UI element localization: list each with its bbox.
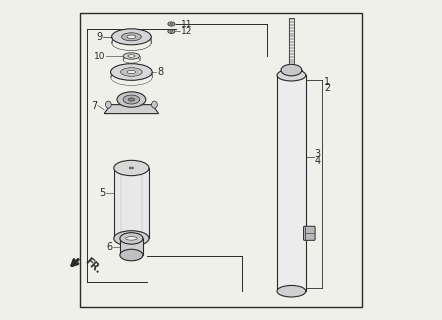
Text: 6: 6 [106,242,112,252]
Ellipse shape [121,68,142,76]
Polygon shape [104,105,159,114]
Ellipse shape [277,285,306,297]
Ellipse shape [126,237,137,240]
Ellipse shape [120,249,143,261]
Ellipse shape [168,22,175,26]
Ellipse shape [114,160,149,176]
Ellipse shape [128,55,135,57]
Ellipse shape [127,35,136,39]
Bar [120,238,143,255]
Text: 8: 8 [157,67,163,77]
Ellipse shape [168,29,175,34]
Text: 3: 3 [315,149,321,159]
Ellipse shape [117,92,146,107]
Bar [80,13,362,307]
Text: 7: 7 [91,100,98,111]
Ellipse shape [111,29,151,45]
Ellipse shape [127,70,136,74]
Text: 4: 4 [315,156,321,166]
Ellipse shape [106,101,111,108]
Text: 2: 2 [324,83,330,93]
Bar [277,75,306,291]
Ellipse shape [123,95,140,104]
Ellipse shape [170,23,173,25]
Text: 9: 9 [96,32,103,42]
Ellipse shape [128,98,135,101]
FancyBboxPatch shape [304,226,315,240]
Ellipse shape [123,53,140,59]
Bar [114,168,149,238]
Bar [281,70,302,78]
Ellipse shape [152,101,157,108]
Ellipse shape [281,64,302,76]
Ellipse shape [122,33,141,41]
Text: FR.: FR. [83,256,103,276]
Ellipse shape [110,64,152,80]
Text: 10: 10 [94,52,106,60]
Ellipse shape [170,30,173,32]
Text: 5: 5 [99,188,106,198]
Bar [289,67,294,78]
Text: 12: 12 [181,27,192,36]
Bar [289,18,294,67]
Ellipse shape [114,231,149,246]
Ellipse shape [277,69,306,81]
Ellipse shape [120,233,143,244]
Text: 1: 1 [324,77,330,87]
Ellipse shape [129,167,133,169]
Text: 11: 11 [181,20,193,28]
